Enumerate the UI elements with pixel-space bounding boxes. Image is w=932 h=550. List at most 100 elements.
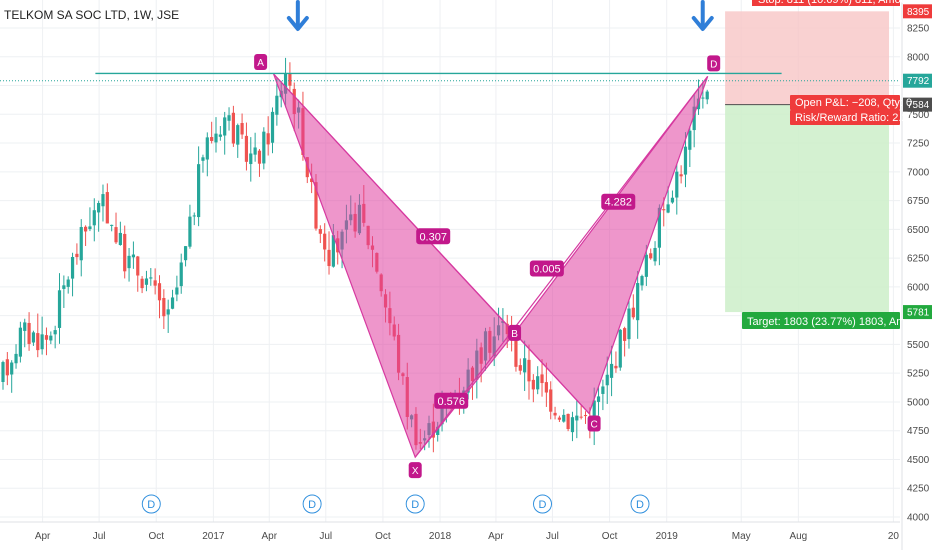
- candle-body: [218, 134, 222, 137]
- candle-body: [327, 249, 331, 267]
- x-axis: Apr Jul Oct 2017 Apr Jul Oct 2018 Apr Jul Oct 2019 M…: [0, 521, 900, 542]
- y-tick-label: 4250: [907, 484, 930, 495]
- candle-body: [523, 358, 527, 373]
- y-tick-label: 4000: [907, 513, 930, 524]
- candle-body: [192, 215, 196, 217]
- pattern-xab-triangle: [273, 73, 516, 459]
- pattern-point-box: [587, 415, 601, 432]
- x-tick-label: Oct: [375, 531, 391, 542]
- x-tick-label: Aug: [789, 531, 807, 542]
- price-tag-text: 7584: [907, 100, 930, 111]
- candle-body: [701, 97, 705, 99]
- y-tick-label: 5250: [907, 369, 930, 380]
- price-tag-box: [903, 305, 932, 320]
- candle-body: [614, 365, 618, 369]
- candle-body: [514, 337, 518, 367]
- y-tick-label: 6250: [907, 254, 930, 265]
- candle-body: [636, 283, 640, 321]
- y-tick-label: 4750: [907, 426, 930, 437]
- stop-zone: [725, 11, 890, 105]
- trade-label-box: [790, 110, 900, 125]
- candle-body: [657, 207, 661, 248]
- candle-body: [118, 232, 122, 245]
- price-tag-text: 7792: [907, 76, 930, 87]
- candle-body: [162, 297, 166, 317]
- candle-body: [549, 389, 553, 412]
- x-tick-label: Apr: [261, 531, 277, 542]
- candle-body: [57, 290, 62, 328]
- candle-body: [692, 106, 696, 131]
- candle-body: [566, 413, 570, 429]
- x-tick-label: 2017: [202, 531, 225, 542]
- candle-body: [79, 227, 83, 261]
- level-lines[interactable]: [0, 72, 900, 82]
- candle-body: [175, 287, 179, 295]
- chart-title: TELKOM SA SOC LTD, 1W, JSE: [4, 8, 179, 22]
- candle-body: [227, 115, 231, 121]
- candle-body: [197, 164, 201, 218]
- candle-body: [31, 332, 36, 343]
- pattern-point-label: D: [710, 59, 717, 70]
- price-tag-box: [903, 73, 932, 88]
- candle-body: [536, 376, 540, 390]
- candle-body: [562, 414, 566, 422]
- candle-body: [210, 137, 214, 141]
- dividend-marker: [630, 494, 650, 514]
- candle-body: [201, 157, 205, 161]
- candle-body: [97, 203, 101, 213]
- candle-body: [240, 123, 244, 135]
- harmonic-pattern[interactable]: 0.307 0.576 0.005 4.282 A X B C D: [254, 54, 721, 479]
- candle-body: [127, 255, 131, 269]
- candle-body: [579, 416, 583, 418]
- candle-body: [36, 333, 40, 351]
- candle-body: [310, 178, 314, 183]
- candle-body: [644, 254, 648, 277]
- pattern-point-label: C: [590, 419, 597, 430]
- down-arrow-icon: [286, 0, 309, 31]
- annotations: D D D D D Stop: 811 (10.69%) 811, Amount Open …: [141, 0, 916, 514]
- candle-body: [136, 256, 140, 276]
- candle-body: [288, 73, 292, 86]
- candle-body: [305, 157, 309, 178]
- y-axis-bg: [902, 0, 932, 550]
- candle-body: [253, 147, 257, 155]
- candle-body: [275, 95, 279, 115]
- trade-label-text: Open P&L: −208, Qty: 0: [795, 97, 912, 109]
- x-tick-label: 2019: [656, 531, 679, 542]
- candle-body: [88, 226, 92, 230]
- candle-body: [10, 362, 14, 375]
- candle-body: [662, 209, 666, 211]
- x-tick-label: Oct: [602, 531, 618, 542]
- pattern-point-label: A: [257, 58, 264, 69]
- candle-body: [540, 374, 544, 384]
- y-tick-label: 4500: [907, 455, 930, 466]
- candle-body: [570, 417, 575, 433]
- candle-body: [170, 297, 175, 309]
- trade-label-box: [742, 312, 900, 329]
- ratio-label-box: [529, 260, 564, 277]
- price-tag-text: 8395: [907, 7, 930, 18]
- down-arrow-icon: [691, 0, 714, 31]
- candle-body: [592, 400, 596, 429]
- candle-body: [257, 150, 262, 164]
- candle-body: [14, 353, 18, 364]
- candle-body: [62, 285, 66, 289]
- dividend-label: D: [308, 499, 316, 511]
- candle-body: [214, 133, 218, 143]
- x-tick-label: 2018: [429, 531, 452, 542]
- candle-body: [670, 197, 675, 203]
- candle-body: [436, 426, 440, 435]
- candle-body: [23, 322, 27, 331]
- ratio-label-box: [416, 228, 451, 245]
- x-tick-label: Apr: [35, 531, 51, 542]
- candle-body: [183, 246, 188, 261]
- x-tick-label: Jul: [546, 531, 559, 542]
- candle-body: [557, 417, 562, 420]
- x-tick-label: Apr: [488, 531, 504, 542]
- trade-zones: [725, 11, 890, 313]
- dividend-marker: [141, 494, 161, 514]
- ratio-label: 4.282: [605, 197, 633, 209]
- y-axis: 4000 4250 4500 4750 5000 5250 5500 6000 6250 6500…: [901, 0, 932, 550]
